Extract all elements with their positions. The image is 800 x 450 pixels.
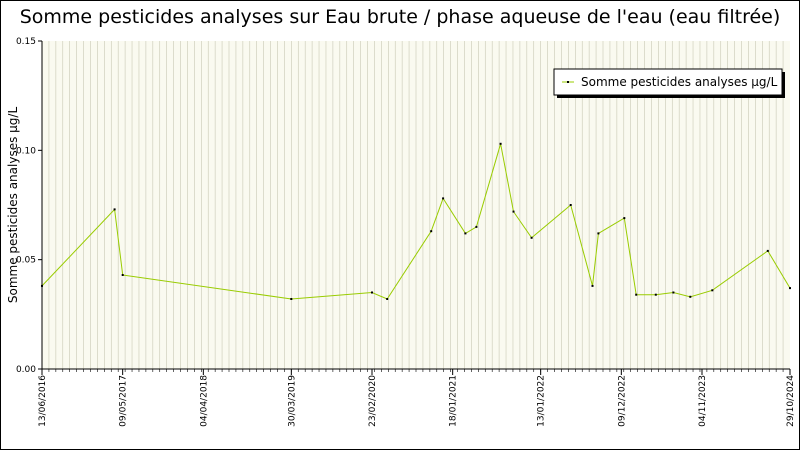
data-point (41, 284, 43, 287)
data-point (290, 298, 293, 300)
x-tick-label: 18/01/2021 (449, 375, 459, 427)
data-point (766, 249, 769, 252)
data-point (711, 289, 714, 292)
legend-marker (567, 81, 569, 83)
y-axis-label: Somme pesticides analyses µg/L (6, 107, 20, 304)
data-point (635, 293, 638, 296)
data-point (789, 287, 791, 290)
data-point (121, 274, 124, 276)
data-point (464, 232, 467, 235)
legend: Somme pesticides analyses µg/L (553, 68, 785, 98)
tick-labels: 0.00 0.05 0.10 0.15 13/06/2016 09/05/2017 04/0… (16, 37, 796, 427)
data-point (530, 236, 533, 239)
x-tick-label: 09/05/2017 (119, 375, 129, 427)
y-tick-label: 0.15 (16, 37, 36, 47)
data-point (113, 208, 116, 211)
data-point (654, 293, 657, 296)
data-point (499, 142, 502, 145)
data-point (430, 230, 433, 233)
x-tick-label: 04/11/2023 (698, 375, 708, 427)
legend-entry: Somme pesticides analyses µg/L (581, 75, 778, 89)
data-point (689, 295, 692, 298)
data-point (371, 291, 373, 294)
series-line (41, 143, 791, 300)
x-tick-label: 04/04/2018 (199, 375, 209, 427)
data-point (623, 217, 626, 220)
y-tick-label: 0.00 (16, 365, 36, 375)
data-point (442, 197, 445, 200)
data-point (386, 298, 389, 300)
series (41, 142, 791, 300)
data-point (512, 210, 515, 213)
data-point (591, 284, 594, 287)
x-tick-label: 09/12/2022 (617, 375, 627, 427)
x-tick-label: 13/01/2022 (537, 375, 547, 427)
x-tick-label: 13/06/2016 (38, 375, 48, 427)
x-tick-label: 30/03/2019 (287, 375, 297, 427)
y-tick-label: 0.10 (16, 146, 36, 156)
data-point (569, 204, 572, 206)
axes (38, 40, 791, 375)
x-tick-label: 23/02/2020 (368, 375, 378, 427)
chart-title: Somme pesticides analyses sur Eau brute … (19, 6, 781, 28)
data-point (672, 291, 675, 294)
data-point (597, 232, 600, 235)
legend-box (553, 68, 783, 96)
x-tick-label: 29/10/2024 (786, 375, 796, 427)
y-tick-label: 0.05 (16, 256, 36, 266)
data-point (475, 225, 478, 228)
